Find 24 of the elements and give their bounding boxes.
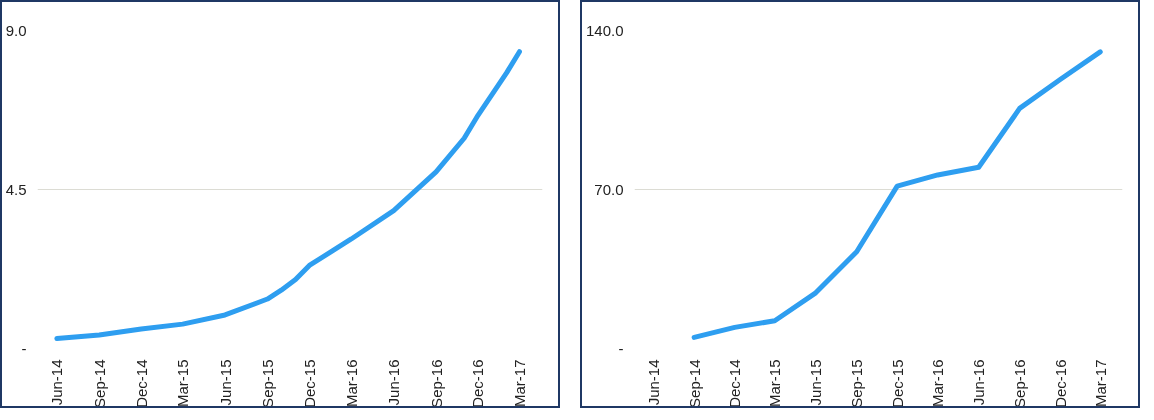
x-tick-label: Mar-17	[510, 359, 528, 408]
y-tick-label: -	[21, 339, 27, 357]
y-tick-label: 9.0	[5, 21, 27, 39]
x-tick-label: Mar-16	[342, 359, 360, 408]
x-tick-label: Jun-15	[807, 359, 825, 406]
x-tick-label: Dec-16	[1051, 359, 1069, 408]
x-tick-label: Jun-15	[216, 359, 234, 406]
x-tick-label: Jun-14	[48, 359, 66, 406]
x-tick-label: Jun-16	[385, 359, 403, 406]
y-tick-label: -	[618, 339, 624, 357]
x-tick-label: Dec-14	[726, 359, 744, 408]
x-tick-label: Dec-16	[469, 359, 487, 408]
x-tick-label: Mar-17	[1091, 359, 1109, 408]
y-tick-label: 140.0	[585, 21, 624, 39]
x-tick-label: Jun-16	[970, 359, 988, 406]
x-tick-label: Dec-15	[888, 359, 906, 408]
x-tick-label: Dec-15	[300, 359, 318, 408]
x-tick-label: Dec-14	[132, 359, 150, 408]
x-tick-label: Mar-16	[929, 359, 947, 408]
x-tick-label: Jun-14	[644, 359, 662, 406]
x-tick-label: Mar-15	[766, 359, 784, 408]
y-tick-label: 4.5	[5, 180, 27, 198]
y-tick-label: 70.0	[594, 180, 624, 198]
x-tick-label: Mar-15	[174, 359, 192, 408]
